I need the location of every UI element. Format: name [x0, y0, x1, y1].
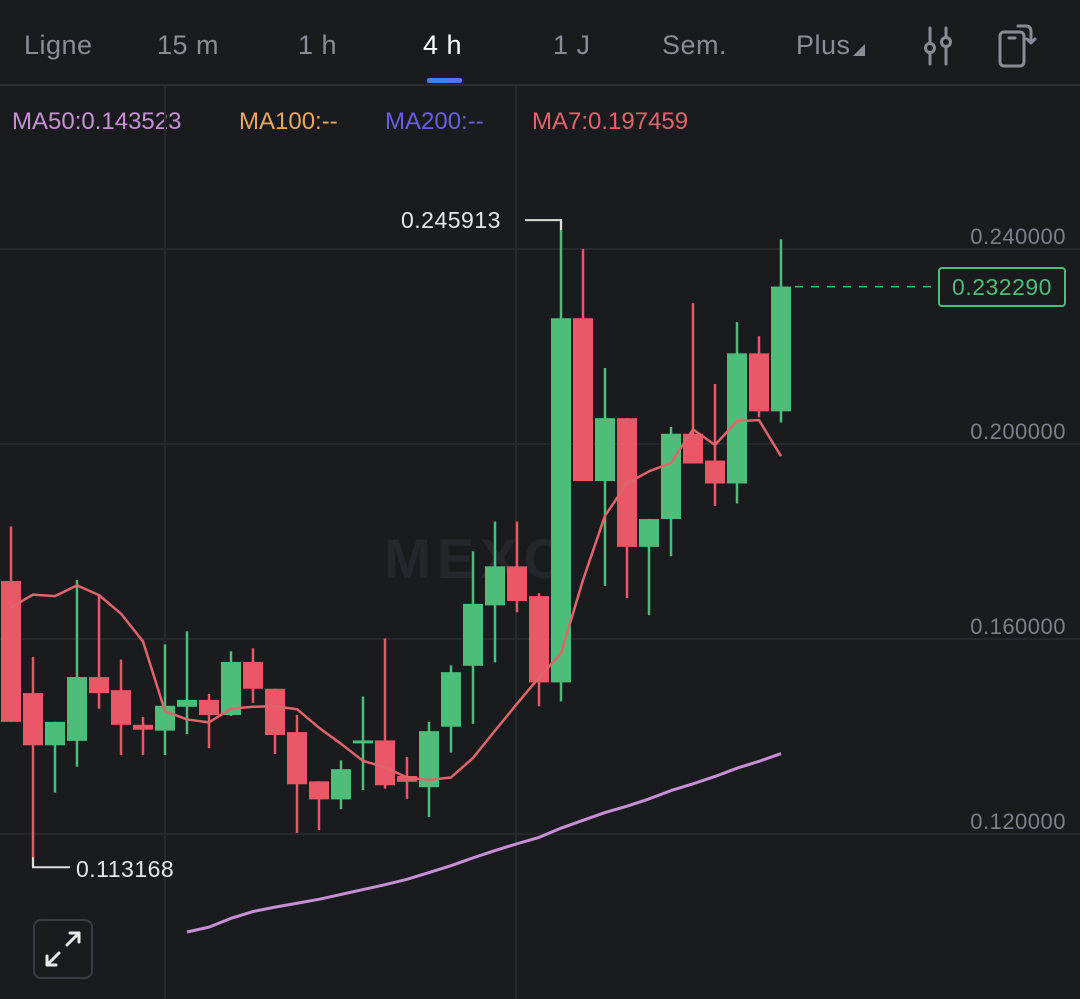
- candlestick-chart[interactable]: [0, 86, 1080, 999]
- candle[interactable]: [221, 661, 241, 716]
- tab-1d[interactable]: 1 J: [553, 30, 591, 60]
- ma50-line: [186, 752, 782, 934]
- candle[interactable]: [551, 318, 571, 683]
- candle[interactable]: [397, 775, 417, 782]
- candles: [1, 220, 791, 868]
- candle[interactable]: [133, 724, 153, 730]
- candle[interactable]: [375, 740, 395, 786]
- candle[interactable]: [441, 672, 461, 727]
- candle[interactable]: [67, 677, 87, 741]
- ma200-label: MA200:--: [385, 108, 484, 135]
- timeframe-tab-bar: Ligne 15 m 1 h 4 h 1 J Sem. Plus: [0, 0, 1080, 86]
- price-axis-label: 0.120000: [970, 809, 1066, 834]
- candle[interactable]: [353, 740, 373, 744]
- ma7-line: [10, 418, 783, 782]
- candle[interactable]: [507, 566, 527, 601]
- candle[interactable]: [683, 433, 703, 464]
- candle[interactable]: [705, 460, 725, 484]
- rotate-phone-icon: [998, 24, 1037, 68]
- candle[interactable]: [573, 318, 593, 482]
- candle[interactable]: [727, 353, 747, 484]
- tab-4h[interactable]: 4 h: [423, 30, 463, 60]
- candle[interactable]: [287, 732, 307, 785]
- price-overlays: [32, 219, 936, 869]
- candle[interactable]: [595, 418, 615, 482]
- current-price-tag: 0.232290: [938, 267, 1066, 307]
- tab-week[interactable]: Sem.: [662, 30, 728, 60]
- expand-arrows-icon: [45, 931, 81, 967]
- candle[interactable]: [1, 580, 21, 722]
- sliders-icon: [924, 26, 952, 66]
- candle[interactable]: [265, 688, 285, 736]
- candle[interactable]: [749, 353, 769, 412]
- candle[interactable]: [111, 690, 131, 725]
- candle[interactable]: [529, 596, 549, 683]
- candle[interactable]: [639, 519, 659, 547]
- ma50-label: MA50:0.143523: [12, 108, 182, 135]
- candle[interactable]: [243, 661, 263, 689]
- candle[interactable]: [89, 677, 109, 694]
- ma7-label: MA7:0.197459: [532, 108, 689, 135]
- price-axis-label: 0.240000: [970, 224, 1066, 249]
- candle[interactable]: [177, 699, 197, 707]
- rotate-screen-button[interactable]: [996, 22, 1038, 68]
- candle[interactable]: [661, 433, 681, 520]
- candle[interactable]: [199, 699, 219, 716]
- tab-1h[interactable]: 1 h: [298, 30, 338, 60]
- active-tab-indicator: [427, 78, 462, 83]
- price-axis-label: 0.160000: [970, 614, 1066, 639]
- tab-more[interactable]: Plus: [796, 30, 865, 61]
- low-price-label: 0.113168: [76, 856, 175, 882]
- candle[interactable]: [771, 286, 791, 412]
- tab-line[interactable]: Ligne: [24, 30, 93, 60]
- candle[interactable]: [419, 731, 439, 788]
- indicator-settings-button[interactable]: [920, 26, 956, 66]
- tab-15m[interactable]: 15 m: [157, 30, 220, 60]
- price-axis-label: 0.200000: [970, 419, 1066, 444]
- fullscreen-button[interactable]: [33, 919, 93, 979]
- candle[interactable]: [309, 781, 329, 800]
- high-price-label: 0.245913: [401, 207, 501, 233]
- candle[interactable]: [23, 693, 43, 746]
- candle[interactable]: [331, 769, 351, 800]
- candle[interactable]: [45, 721, 65, 746]
- candle[interactable]: [463, 603, 483, 666]
- tab-more-label: Plus: [796, 30, 851, 60]
- caret-down-icon: [852, 44, 865, 56]
- ma100-label: MA100:--: [239, 108, 338, 135]
- candle[interactable]: [485, 566, 505, 606]
